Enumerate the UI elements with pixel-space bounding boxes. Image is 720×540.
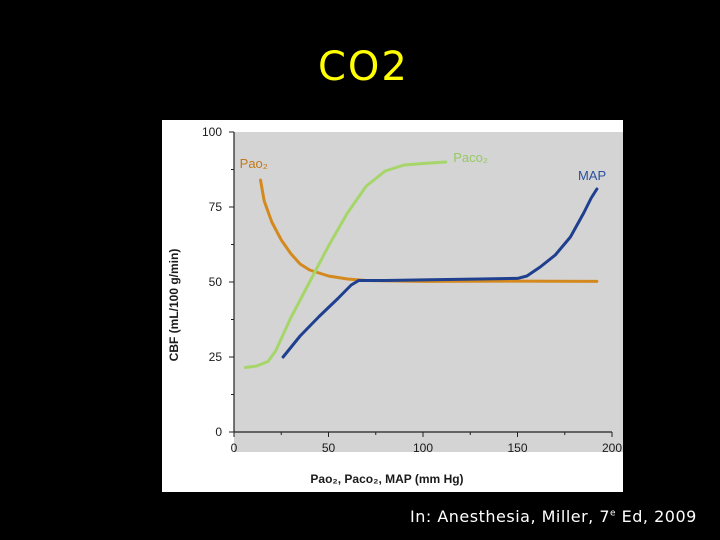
x-tick-label: 150 xyxy=(507,441,527,455)
series-group xyxy=(243,160,599,369)
y-axis-label: CBF (mL/100 g/min) xyxy=(167,249,181,362)
tick-labels: 0 25 50 75 100 0 50 100 150 200 xyxy=(202,125,622,455)
series-labels: Pao₂ Paco₂ MAP xyxy=(240,150,606,183)
y-tick-label: 25 xyxy=(209,350,223,364)
citation: In: Anesthesia, Miller, 7e Ed, 2009 xyxy=(410,507,697,526)
citation-prefix: In: Anesthesia, Miller, 7 xyxy=(410,507,611,526)
plot-area xyxy=(234,132,623,452)
x-axis-label: Pao₂, Paco₂, MAP (mm Hg) xyxy=(310,472,463,486)
y-tick-label: 75 xyxy=(209,200,223,214)
series-label-map: MAP xyxy=(578,168,606,183)
x-tick-label: 0 xyxy=(231,441,238,455)
y-tick-label: 50 xyxy=(209,275,223,289)
citation-superscript: e xyxy=(610,508,617,519)
series-label-paco: Paco₂ xyxy=(453,150,488,165)
cbf-chart: 0 25 50 75 100 0 50 100 150 200 Pao₂ Paco₂ MAP CBF … xyxy=(167,125,623,486)
citation-suffix: Ed, 2009 xyxy=(616,507,697,526)
y-tick-label: 100 xyxy=(202,125,222,139)
series-line-paco xyxy=(243,160,448,369)
x-tick-label: 200 xyxy=(602,441,622,455)
slide-title: CO2 xyxy=(318,44,409,90)
series-label-pao: Pao₂ xyxy=(240,156,268,171)
x-tick-label: 50 xyxy=(322,441,336,455)
x-tick-label: 100 xyxy=(413,441,433,455)
series-line-map xyxy=(281,187,599,359)
chart-figure: 0 25 50 75 100 0 50 100 150 200 Pao₂ Paco₂ MAP CBF … xyxy=(162,120,623,492)
y-tick-label: 0 xyxy=(215,425,222,439)
